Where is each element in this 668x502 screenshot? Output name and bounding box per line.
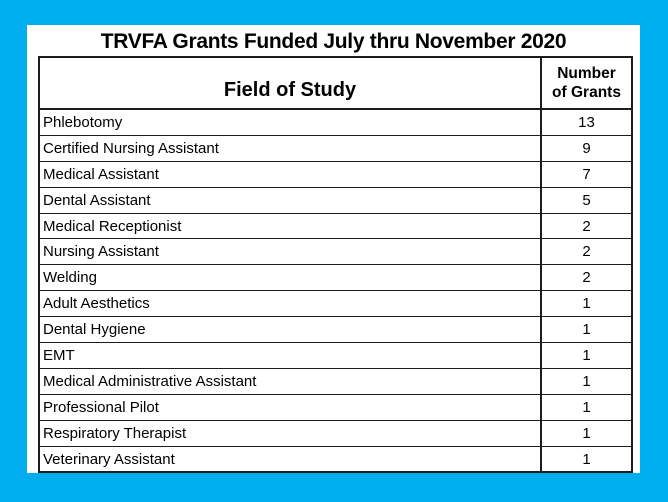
table-row: Professional Pilot 1 (38, 393, 633, 421)
content-panel: TRVFA Grants Funded July thru November 2… (27, 25, 640, 474)
count-cell: 1 (540, 419, 633, 447)
table-row: Dental Hygiene 1 (38, 316, 633, 344)
count-cell: 1 (540, 316, 633, 344)
field-cell: Welding (38, 264, 542, 292)
count-cell: 9 (540, 134, 633, 162)
page-title: TRVFA Grants Funded July thru November 2… (100, 30, 567, 53)
table-row: Welding 2 (38, 264, 633, 292)
table-row: Certified Nursing Assistant 9 (38, 134, 633, 162)
count-cell: 1 (540, 290, 633, 318)
count-cell: 2 (540, 238, 633, 266)
field-cell: Respiratory Therapist (38, 419, 542, 447)
number-of-grants-header-line2: of Grants (552, 84, 621, 101)
table-row: Dental Assistant 5 (38, 186, 633, 214)
table-row: Respiratory Therapist 1 (38, 419, 633, 447)
count-cell: 5 (540, 186, 633, 214)
count-cell: 1 (540, 445, 633, 473)
field-cell: Dental Assistant (38, 186, 542, 214)
field-cell: Professional Pilot (38, 393, 542, 421)
count-cell: 7 (540, 160, 633, 188)
table-row: Phlebotomy 13 (38, 108, 633, 136)
count-cell: 1 (540, 342, 633, 369)
table-row: EMT 1 (38, 342, 633, 369)
field-cell: EMT (38, 342, 542, 369)
table-row: Medical Receptionist 2 (38, 212, 633, 240)
count-cell: 2 (540, 264, 633, 292)
grants-table: Field of Study Number of Grants Phleboto… (38, 56, 633, 474)
count-cell: 1 (540, 393, 633, 421)
table-row: Adult Aesthetics 1 (38, 290, 633, 318)
count-cell: 1 (540, 367, 633, 395)
number-of-grants-header-line1: Number (557, 65, 616, 82)
field-cell: Dental Hygiene (38, 316, 542, 344)
count-cell: 2 (540, 212, 633, 240)
table-row: Nursing Assistant 2 (38, 238, 633, 266)
field-cell: Medical Administrative Assistant (38, 367, 542, 395)
table-row: Medical Administrative Assistant 1 (38, 367, 633, 395)
field-cell: Certified Nursing Assistant (38, 134, 542, 162)
table-row: Medical Assistant 7 (38, 160, 633, 188)
field-cell: Nursing Assistant (38, 238, 542, 266)
field-cell: Adult Aesthetics (38, 290, 542, 318)
field-cell: Medical Receptionist (38, 212, 542, 240)
table-row: Veterinary Assistant 1 (38, 445, 633, 473)
count-cell: 13 (540, 108, 633, 136)
field-of-study-header: Field of Study (38, 56, 542, 110)
field-cell: Medical Assistant (38, 160, 542, 188)
number-of-grants-header: Number of Grants (540, 56, 633, 110)
table-header-row: Field of Study Number of Grants (38, 56, 633, 110)
field-cell: Veterinary Assistant (38, 445, 542, 473)
field-cell: Phlebotomy (38, 108, 542, 136)
